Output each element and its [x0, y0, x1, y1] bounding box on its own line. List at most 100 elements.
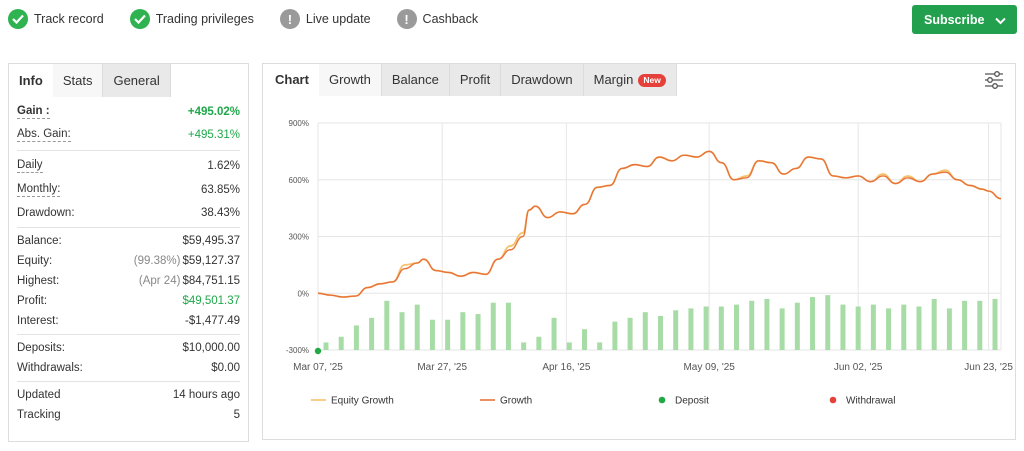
chart-bar [323, 342, 329, 350]
y-tick-label: 900% [289, 119, 309, 128]
sliders-icon[interactable] [983, 70, 1005, 90]
equity-value: $59,127.37 [182, 255, 240, 267]
tab-balance[interactable]: Balance [381, 64, 450, 96]
updated-label: Updated [17, 389, 61, 401]
badge-label: Cashback [422, 12, 479, 26]
tab-drawdown[interactable]: Drawdown [501, 64, 584, 96]
legend-label: Equity Growth [331, 396, 394, 407]
tab-stats[interactable]: Stats [52, 64, 104, 97]
chart-bar [977, 300, 983, 350]
chart-bar [353, 325, 359, 350]
tab-growth[interactable]: Growth [318, 64, 382, 96]
chart-bar [673, 310, 679, 350]
equity-label: Equity: [17, 255, 53, 267]
tab-profit[interactable]: Profit [449, 64, 502, 96]
chart-bar [840, 304, 846, 350]
check-icon [129, 9, 150, 29]
chart-bar [794, 302, 800, 350]
series-line-equity-growth [317, 150, 1002, 298]
withdrawals-label: Withdrawals: [17, 362, 83, 374]
chart-bar [703, 306, 709, 350]
chart-bar [551, 317, 557, 350]
drawdown-value: 38.43% [200, 207, 240, 219]
stats-panel: Info Stats General Gain : +495.02% Abs. … [8, 63, 249, 442]
balance-value: $59,495.37 [182, 235, 240, 247]
badge-cashback[interactable]: ! Cashback [396, 9, 479, 29]
gain-value: +495.02% [187, 106, 240, 118]
chevron-down-icon[interactable] [995, 14, 1006, 28]
chart-bar [414, 304, 420, 350]
chart-bar [399, 312, 405, 350]
abs-gain-value: +495.31% [187, 129, 240, 141]
tracking-value: 5 [233, 409, 240, 421]
badge-live-update[interactable]: ! Live update [279, 9, 371, 29]
legend-label: Growth [500, 396, 532, 407]
divider [17, 381, 240, 382]
badges-bar: Track record Trading privileges ! Live u… [8, 7, 504, 31]
badge-label: Trading privileges [155, 12, 254, 26]
chart-bar [536, 336, 542, 350]
tab-info[interactable]: Info [9, 64, 53, 97]
series-line-growth [317, 150, 1002, 298]
highest-label: Highest: [17, 275, 60, 287]
chart-bar [658, 315, 663, 350]
badge-trading-privileges[interactable]: Trading privileges [129, 9, 254, 29]
subscribe-label: Subscribe [924, 12, 985, 27]
divider [17, 150, 240, 151]
tab-chart[interactable]: Chart [263, 64, 319, 96]
chart-bar [581, 329, 587, 350]
chart-bar [566, 342, 572, 350]
tab-general[interactable]: General [103, 64, 171, 97]
chart-grid [317, 122, 1002, 351]
monthly-value: 63.85% [200, 184, 240, 196]
abs-gain-label[interactable]: Abs. Gain: [17, 128, 71, 142]
chart-legend: Equity Growth Growth Deposit Withdrawal [311, 396, 895, 407]
tab-margin[interactable]: Margin New [583, 64, 677, 96]
chart-bar [734, 304, 740, 350]
chart-bar [916, 306, 922, 350]
daily-value: 1.62% [207, 160, 240, 172]
chart-bar [825, 295, 831, 350]
drawdown-label: Drawdown: [17, 207, 75, 219]
tab-margin-label: Margin [593, 72, 634, 87]
chart-bar [992, 298, 998, 350]
x-tick-label: Mar 27, '25 [417, 362, 467, 373]
legend-dot-marker [829, 396, 837, 404]
badge-label: Track record [34, 12, 104, 26]
tracking-label: Tracking [17, 409, 61, 421]
equity-percent: (99.38%) [133, 255, 181, 267]
x-axis-labels: Mar 07, '25 Mar 27, '25 Apr 16, '25 May 09,… [293, 362, 1013, 373]
monthly-label[interactable]: Monthly: [17, 183, 61, 197]
chart-bars [323, 295, 998, 350]
chart-bar [475, 314, 481, 350]
subscribe-button[interactable]: Subscribe [912, 5, 1017, 34]
deposit-point [314, 347, 322, 355]
chart-bar [962, 300, 968, 350]
badge-track-record[interactable]: Track record [8, 9, 104, 29]
x-tick-label: May 09, '25 [683, 362, 735, 373]
highest-date: (Apr 24) [138, 275, 181, 287]
legend-label: Deposit [675, 396, 709, 407]
chart-bar [688, 308, 694, 350]
deposits-label: Deposits: [17, 342, 65, 354]
legend-dot-marker [658, 396, 666, 404]
chart-bar [855, 306, 861, 350]
profit-label: Profit: [17, 295, 48, 307]
exclamation-icon: ! [396, 9, 417, 29]
y-tick-label: 600% [289, 176, 309, 185]
new-badge: New [638, 73, 666, 87]
x-tick-label: Jun 23, '25 [964, 362, 1013, 373]
chart-bar [718, 306, 724, 350]
deposits-value: $10,000.00 [182, 342, 240, 354]
chart-tabs: Chart Growth Balance Profit Drawdown Mar… [263, 64, 1015, 96]
chart-bar [597, 342, 603, 350]
daily-label[interactable]: Daily [17, 159, 43, 173]
y-axis-labels: -300% 0% 300% 600% 900% [286, 119, 309, 355]
gain-label[interactable]: Gain : [17, 105, 50, 119]
chart-panel: Chart Growth Balance Profit Drawdown Mar… [262, 63, 1016, 440]
x-tick-label: Mar 07, '25 [293, 362, 343, 373]
chart-bar [627, 317, 633, 350]
x-tick-label: Jun 02, '25 [834, 362, 883, 373]
y-tick-label: -300% [286, 346, 309, 355]
balance-label: Balance: [17, 235, 62, 247]
